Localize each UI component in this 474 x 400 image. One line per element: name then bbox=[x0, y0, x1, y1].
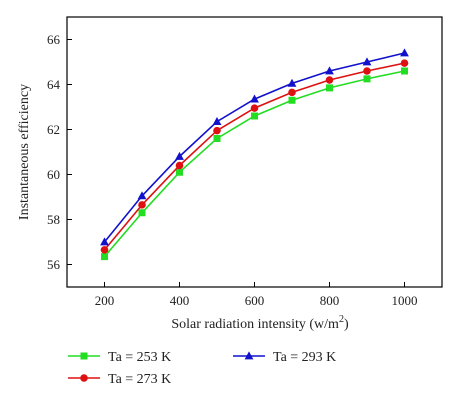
data-point bbox=[175, 161, 184, 170]
data-point bbox=[213, 126, 221, 135]
data-point bbox=[325, 66, 334, 75]
series-2 bbox=[100, 59, 409, 254]
legend: Ta = 253 K Ta = 273 K Ta = 293 K bbox=[68, 350, 336, 387]
data-point bbox=[251, 112, 258, 120]
data-point bbox=[363, 75, 371, 83]
data-point bbox=[400, 48, 409, 57]
x-axis-label: Solar radiation intensity (w/m2) bbox=[171, 314, 349, 332]
y-axis-label: Instantaneous efficiency bbox=[17, 84, 32, 220]
data-point bbox=[213, 135, 221, 142]
data-point bbox=[363, 67, 371, 75]
legend-item: Ta = 273 K bbox=[68, 372, 171, 387]
data-point bbox=[138, 209, 146, 217]
series-3 bbox=[100, 48, 409, 246]
legend-marker bbox=[244, 351, 254, 360]
data-point bbox=[400, 59, 409, 67]
data-point bbox=[288, 88, 296, 97]
legend-label: Ta = 253 K bbox=[108, 350, 171, 365]
data-point bbox=[250, 94, 259, 103]
legend-label: Ta = 293 K bbox=[273, 350, 336, 365]
y-tick-label: 64 bbox=[47, 77, 61, 92]
axis-ticks: 200 400 600 800 1000 56 58 60 62 64 66 bbox=[47, 32, 418, 308]
data-point bbox=[287, 78, 297, 87]
x-tick-label: 200 bbox=[95, 293, 115, 308]
data-point bbox=[175, 151, 184, 160]
data-point bbox=[100, 237, 109, 246]
data-point bbox=[138, 201, 146, 209]
x-tick-label: 800 bbox=[320, 293, 340, 308]
y-tick-label: 58 bbox=[47, 212, 60, 227]
data-point bbox=[362, 57, 372, 66]
data-point bbox=[250, 104, 259, 112]
data-point bbox=[326, 84, 333, 92]
y-tick-label: 60 bbox=[47, 167, 60, 182]
y-tick-label: 66 bbox=[47, 32, 61, 47]
data-point bbox=[401, 67, 408, 75]
data-point bbox=[137, 191, 147, 200]
series-layer bbox=[100, 48, 409, 261]
legend-marker bbox=[80, 352, 88, 360]
x-tick-label: 1000 bbox=[392, 293, 418, 308]
legend-item: Ta = 293 K bbox=[233, 350, 336, 365]
y-tick-label: 56 bbox=[47, 257, 61, 272]
data-point bbox=[212, 117, 222, 126]
data-point bbox=[288, 96, 296, 104]
x-tick-label: 400 bbox=[170, 293, 190, 308]
data-point bbox=[176, 168, 183, 176]
legend-label: Ta = 273 K bbox=[108, 372, 171, 387]
legend-marker bbox=[80, 374, 88, 382]
data-point bbox=[101, 253, 108, 261]
series-1 bbox=[101, 67, 408, 261]
x-tick-label: 600 bbox=[245, 293, 265, 308]
data-point bbox=[325, 76, 334, 84]
data-point bbox=[100, 246, 109, 254]
legend-item: Ta = 253 K bbox=[68, 350, 171, 365]
y-tick-label: 62 bbox=[47, 122, 60, 137]
series-line bbox=[103, 62, 405, 251]
